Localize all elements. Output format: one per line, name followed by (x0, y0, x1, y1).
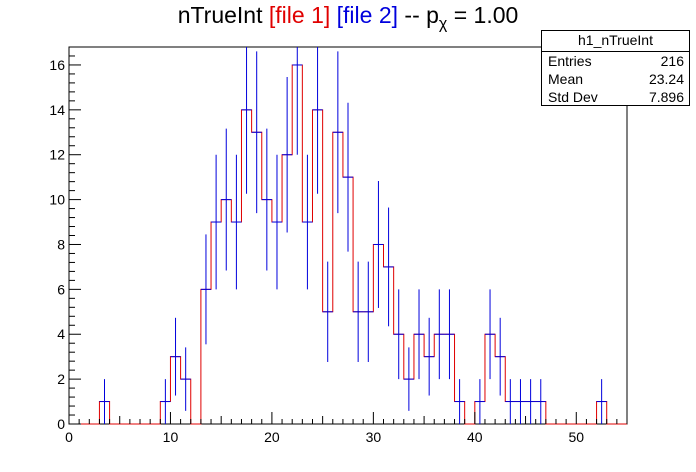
stats-std-label: Std Dev (548, 89, 598, 105)
stats-name: h1_nTrueInt (542, 31, 689, 52)
y-tick-label: 16 (49, 57, 65, 73)
stats-std-value: 7.896 (648, 89, 684, 105)
x-tick-label: 10 (163, 429, 179, 445)
y-tick-label: 2 (57, 371, 65, 387)
title-file2: [file 2] (336, 2, 399, 28)
y-tick-label: 0 (57, 416, 65, 432)
stats-entries-value: 216 (660, 53, 684, 69)
title-tail: = 1.00 (453, 2, 519, 28)
title-file1: [file 1] (268, 2, 331, 28)
stats-entries-label: Entries (548, 53, 592, 69)
x-tick-label: 50 (568, 429, 584, 445)
stats-mean-value: 23.24 (648, 71, 684, 87)
stats-entries-row: Entries 216 (542, 52, 689, 70)
x-tick-label: 40 (467, 429, 483, 445)
y-tick-label: 12 (49, 147, 65, 163)
stats-mean-row: Mean 23.24 (542, 70, 689, 88)
x-tick-label: 20 (264, 429, 280, 445)
y-tick-label: 10 (49, 192, 65, 208)
x-tick-label: 30 (366, 429, 382, 445)
title-chi-subscript: χ (438, 15, 448, 33)
stats-mean-label: Mean (548, 71, 584, 87)
title-sep: -- p (404, 2, 439, 28)
y-tick-label: 8 (57, 236, 65, 252)
y-tick-label: 14 (49, 102, 65, 118)
stats-std-row: Std Dev 7.896 (542, 88, 689, 106)
y-tick-label: 4 (57, 326, 65, 342)
chart-title: nTrueInt [file 1] [file 2] -- pχ = 1.00 (0, 2, 696, 34)
y-tick-label: 6 (57, 281, 65, 297)
title-main: nTrueInt (177, 2, 263, 28)
x-tick-label: 0 (65, 429, 73, 445)
stats-box: h1_nTrueInt Entries 216 Mean 23.24 Std Dev… (541, 30, 690, 106)
